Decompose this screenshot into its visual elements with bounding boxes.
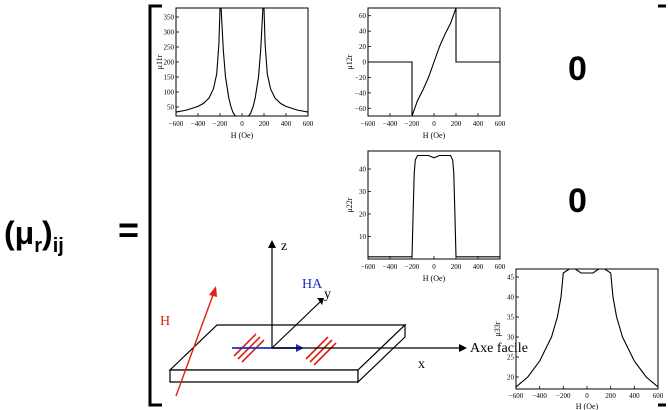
y-tick-label: 20 <box>507 374 515 382</box>
y-tick-label: 100 <box>164 89 175 97</box>
x-tick-label: −200 <box>213 120 228 128</box>
h-field-label: H <box>160 314 170 329</box>
matrix-lhs: (μr)ij <box>4 215 64 257</box>
series-line <box>176 8 308 116</box>
y-tick-label: 40 <box>359 166 367 174</box>
y-axis <box>271 301 321 349</box>
equals-sign: = <box>118 209 139 250</box>
x-tick-label: 0 <box>240 120 244 128</box>
z-axis-label: z <box>281 239 287 254</box>
h-field-arrow <box>175 294 214 397</box>
x-tick-label: 0 <box>585 392 589 400</box>
y-tick-label: 300 <box>164 29 175 37</box>
x-tick-label: 400 <box>473 120 484 128</box>
y-tick-label: 35 <box>507 314 515 322</box>
y-tick-label: −20 <box>355 74 366 82</box>
x-tick-label: −600 <box>361 120 376 128</box>
chart-mu12r: −600 −400 −200 0 200 400 600−60−40−200204060H … <box>345 7 506 140</box>
x-axis-label: x <box>418 357 425 372</box>
y-tick-label: 40 <box>359 28 367 36</box>
y-tick-label: 150 <box>164 74 175 82</box>
x-tick-label: −200 <box>405 263 420 271</box>
x-tick-label: 200 <box>605 392 616 400</box>
x-tick-label: −400 <box>191 120 206 128</box>
y-tick-label: 50 <box>167 104 175 112</box>
x-tick-label: 600 <box>303 120 314 128</box>
y-tick-label: 250 <box>164 44 175 52</box>
magnetic-film-diagram: H z y HA x Axe facile <box>160 239 528 397</box>
y-axis-title: μ33r <box>493 321 502 336</box>
y-tick-label: 40 <box>507 294 515 302</box>
chart-mu33r: −600 −400 −200 0 200 400 600 20 25 30 35 40 45 H (Oe)… <box>493 268 664 410</box>
y-tick-label: 350 <box>164 14 175 22</box>
y-tick-label: 60 <box>359 12 367 20</box>
y-tick-label: 200 <box>164 59 175 67</box>
chart-mu22r: −600 −400 −200 0 200 400 600 10 20 30 40 H (Oe) μ22r <box>345 150 506 283</box>
y-tick-label: −40 <box>355 89 366 97</box>
plot-frame <box>175 7 309 117</box>
hard-axis-label: HA <box>302 277 323 292</box>
matrix-zero-middle: 0 <box>568 182 587 220</box>
series-line <box>368 154 500 258</box>
x-tick-label: −400 <box>383 120 398 128</box>
y-tick-label: −60 <box>355 105 366 113</box>
x-tick-label: 400 <box>629 392 640 400</box>
series-line <box>368 8 500 116</box>
plot-frame <box>515 268 659 390</box>
y-axis-label: y <box>324 287 331 302</box>
x-tick-label: 400 <box>473 263 484 271</box>
y-tick-label: 30 <box>507 334 515 342</box>
y-axis-title: μ12r <box>345 54 354 69</box>
y-tick-label: 20 <box>359 211 367 219</box>
h-field-arrowhead <box>209 286 217 297</box>
x-tick-label: 0 <box>432 120 436 128</box>
easy-axis-label: Axe facile <box>470 341 528 356</box>
x-tick-label: −600 <box>361 263 376 271</box>
x-tick-label: 200 <box>451 120 462 128</box>
y-tick-label: 20 <box>359 43 367 51</box>
x-tick-label: −400 <box>383 263 398 271</box>
y-axis-title: μ22r <box>345 197 354 212</box>
matrix-left-bracket <box>148 4 162 407</box>
y-axis-arrowhead <box>317 298 324 305</box>
x-axis-title: H (Oe) <box>576 402 599 410</box>
y-tick-label: 10 <box>359 233 367 241</box>
y-tick-label: 45 <box>507 274 515 282</box>
matrix-zero-top: 0 <box>568 50 587 88</box>
x-tick-label: 200 <box>259 120 270 128</box>
x-tick-label: 200 <box>451 263 462 271</box>
x-axis-arrowhead <box>459 344 467 352</box>
x-tick-label: 600 <box>653 392 664 400</box>
x-axis-title: H (Oe) <box>423 274 446 283</box>
x-tick-label: −200 <box>405 120 420 128</box>
film-side-face <box>357 323 406 384</box>
plot-frame <box>367 150 501 260</box>
x-axis-title: H (Oe) <box>231 131 254 140</box>
y-tick-label: 25 <box>507 354 515 362</box>
y-tick-label: 30 <box>359 188 367 196</box>
x-tick-label: 600 <box>495 263 506 271</box>
film-front-face <box>169 369 359 383</box>
x-tick-label: 0 <box>432 263 436 271</box>
x-tick-label: −200 <box>556 392 571 400</box>
chart-mu11r: −600 −400 −200 0 200 400 600 50 100 150 200 250 300 3… <box>155 7 314 140</box>
x-tick-label: −600 <box>509 392 524 400</box>
x-tick-label: −400 <box>532 392 547 400</box>
y-tick-label: 0 <box>363 59 367 67</box>
y-axis-title: μ11r <box>155 54 164 69</box>
x-axis-title: H (Oe) <box>423 131 446 140</box>
x-tick-label: 400 <box>281 120 292 128</box>
x-tick-label: −600 <box>169 120 184 128</box>
x-tick-label: 600 <box>495 120 506 128</box>
series-line <box>516 269 658 388</box>
z-axis-arrowhead <box>268 240 276 248</box>
